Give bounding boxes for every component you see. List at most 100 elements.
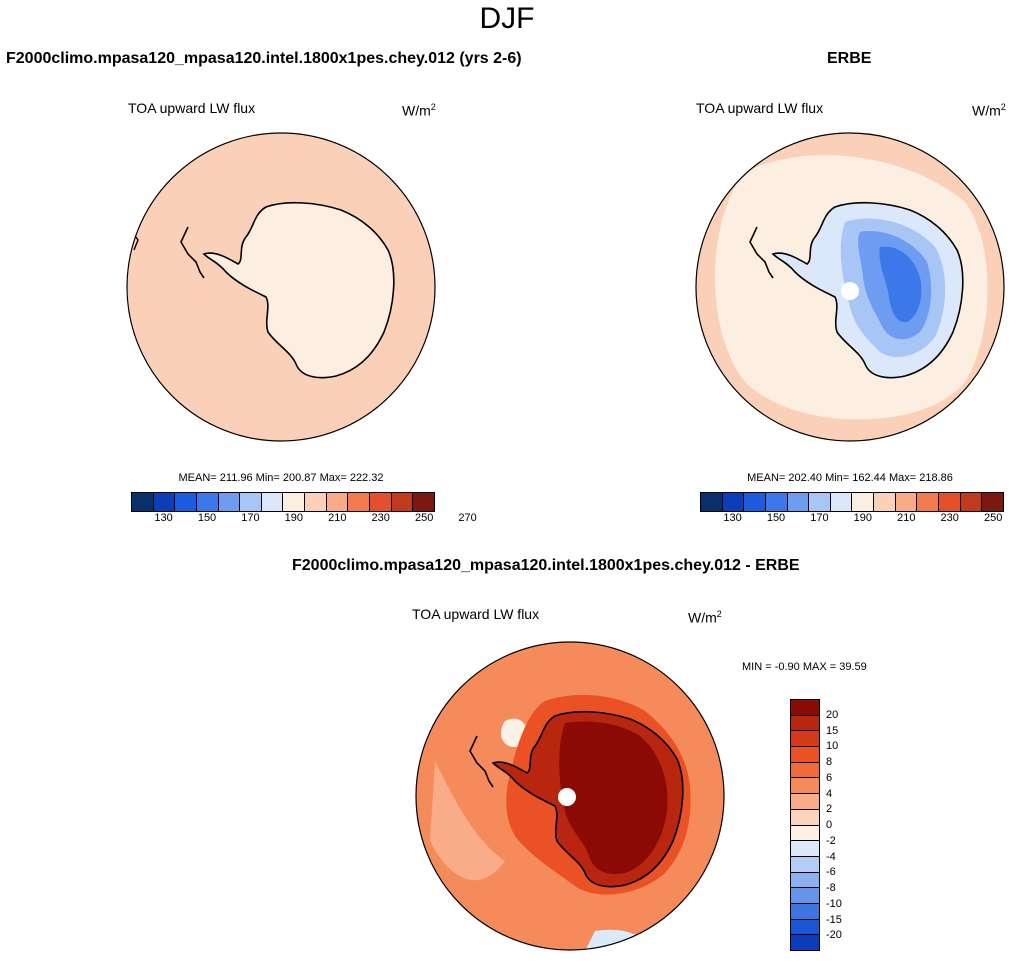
model-south-america-coast [180,226,205,279]
obs-south-america-coast [749,226,774,279]
colorbar-swatch [701,493,723,511]
colorbar-swatch [791,841,819,857]
colorbar-tick-label: 10 [826,740,839,753]
colorbar-swatch [791,762,819,779]
diff-south-america-coast [469,735,494,788]
diff-pole-hole [558,788,576,806]
colorbar-swatch [787,493,810,511]
colorbar-tick-label: 6 [826,771,833,784]
obs-case-title: ERBE [827,50,872,67]
colorbar-swatch [791,700,819,716]
colorbar-tick-label: 230 [371,512,390,524]
diff-antarctica-outline [491,710,684,888]
colorbar-tick-label: -15 [826,913,842,926]
colorbar-tick-label: 170 [241,512,260,524]
model-polar-map [126,132,436,442]
colorbar-tick-label: 270 [458,512,477,524]
model-colorbar-ticks: 130 150 170 190 210 230 250 270 [131,512,476,526]
season-title: DJF [479,2,535,35]
colorbar-swatch [791,903,819,920]
colorbar-swatch [917,493,940,511]
obs-units: W/m2 [972,102,1006,119]
colorbar-tick-label: 230 [940,512,959,524]
colorbar-swatch [791,731,819,748]
colorbar-swatch [791,794,819,810]
colorbar-swatch [791,825,819,842]
colorbar-tick-label: 150 [197,512,217,524]
colorbar-tick-label: 250 [983,512,1003,524]
colorbar-swatch [874,493,896,511]
colorbar-swatch [283,493,306,511]
colorbar-swatch [791,919,819,936]
colorbar-tick-label: -8 [826,882,836,894]
colorbar-swatch [391,493,414,511]
colorbar-tick-label: 190 [284,512,304,524]
colorbar-swatch [852,493,875,511]
colorbar-tick-label: 210 [897,512,916,524]
colorbar-tick-label: 15 [826,724,839,737]
colorbar-swatch [326,493,349,511]
colorbar-tick-label: 130 [154,512,173,524]
obs-colorbar-swatches [700,492,1004,512]
colorbar-tick-label: 210 [328,512,347,524]
colorbar-swatch [153,493,176,511]
colorbar-tick-label: 250 [414,512,434,524]
colorbar-swatch [895,493,918,511]
model-antarctica-outline [202,201,395,379]
colorbar-tick-label: 150 [766,512,786,524]
colorbar-swatch [791,888,819,904]
diff-warm-core [559,721,668,875]
colorbar-swatch [791,935,819,950]
diff-stats: MIN = -0.90 MAX = 39.59 [742,661,867,673]
colorbar-swatch [791,747,819,763]
colorbar-swatch [218,493,241,511]
model-units: W/m2 [402,102,436,119]
model-subtitle: TOA upward LW flux [128,100,256,116]
obs-stats: MEAN= 202.40 Min= 162.44 Max= 218.86 [747,472,953,484]
diff-case-title: F2000climo.mpasa120_mpasa120.intel.1800x… [292,557,800,574]
colorbar-swatch [809,493,831,511]
model-map-border [126,132,436,442]
obs-antarctica-outline [771,201,964,379]
diff-polar-map [415,641,725,951]
obs-pole-hole [841,282,859,300]
model-colorbar: 130 150 170 190 210 230 250 270 [131,492,477,526]
colorbar-swatch [240,493,262,511]
obs-subtitle: TOA upward LW flux [696,100,824,116]
colorbar-swatch [939,493,961,511]
colorbar-swatch [791,715,819,732]
obs-polar-map [695,132,1005,442]
colorbar-tick-label: 2 [826,803,833,816]
colorbar-swatch [196,493,219,511]
colorbar-tick-label: 8 [826,756,833,768]
colorbar-swatch [791,809,819,826]
colorbar-swatch [348,493,371,511]
obs-cold-core [879,246,922,323]
colorbar-tick-label: 4 [826,787,833,800]
diff-units: W/m2 [688,609,722,626]
colorbar-swatch [791,778,819,795]
colorbar-swatch [765,493,788,511]
colorbar-swatch [175,493,197,511]
colorbar-tick-label: 20 [826,708,839,721]
colorbar-swatch [132,493,154,511]
colorbar-swatch [744,493,766,511]
colorbar-tick-label: 130 [723,512,742,524]
colorbar-tick-label: 0 [826,819,833,831]
colorbar-swatch [370,493,392,511]
colorbar-tick-label: -2 [826,834,836,847]
diff-colorbar-swatches [790,699,820,951]
colorbar-swatch [791,856,819,873]
diff-map-border [415,641,725,951]
model-case-title: F2000climo.mpasa120_mpasa120.intel.1800x… [6,50,522,67]
colorbar-swatch [791,872,819,889]
colorbar-swatch [982,493,1003,511]
colorbar-tick-label: 170 [810,512,829,524]
colorbar-swatch [960,493,983,511]
colorbar-swatch [830,493,853,511]
model-colorbar-swatches [131,492,435,512]
diff-subtitle: TOA upward LW flux [412,606,540,622]
colorbar-tick-label: -10 [826,897,842,910]
